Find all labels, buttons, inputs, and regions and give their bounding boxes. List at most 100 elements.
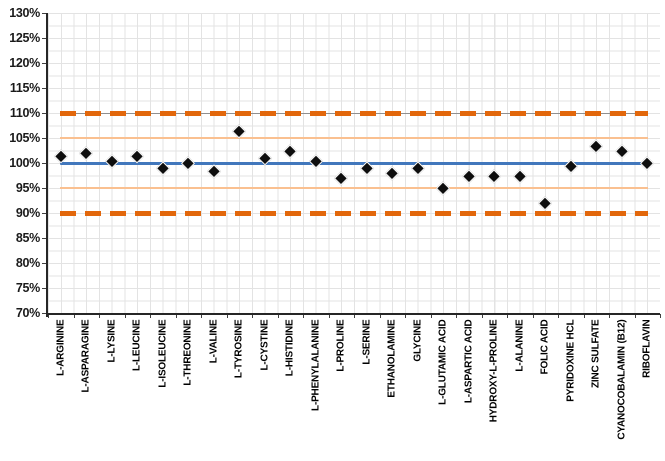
x-category-label: GLYCINE <box>412 319 424 362</box>
y-axis-tick <box>42 237 47 239</box>
lower-action-limit-line <box>60 210 648 216</box>
data-point-marker <box>54 148 68 163</box>
y-axis-tick <box>42 312 47 314</box>
data-point-marker <box>538 196 552 210</box>
x-category-label: L-PHENYLALANINE <box>310 319 322 411</box>
lower-warning-limit-line <box>60 187 648 189</box>
x-axis-tick <box>609 314 610 318</box>
data-point-marker <box>462 168 476 183</box>
x-category-label: L-PROLINE <box>335 319 347 372</box>
x-axis-tick <box>430 314 432 318</box>
y-tick-label: 85% <box>15 230 40 245</box>
x-category-label: L-TYROSINE <box>233 319 245 379</box>
data-point-marker <box>105 153 119 168</box>
data-point-marker <box>130 148 144 163</box>
data-point-marker <box>283 143 297 158</box>
x-category-label: L-CYSTINE <box>259 319 271 371</box>
data-point-marker <box>385 166 399 180</box>
data-point-marker <box>640 156 654 170</box>
data-point-marker <box>232 123 246 138</box>
x-category-label: L-LYSINE <box>106 319 118 363</box>
x-axis-tick <box>124 314 126 318</box>
y-tick-label: 125% <box>9 30 40 45</box>
data-point-marker <box>436 181 450 195</box>
x-category-label: L-HISTIDINE <box>284 319 296 377</box>
x-category-label: ETHANOLAMINE <box>386 319 398 398</box>
y-tick-label: 70% <box>15 305 40 320</box>
x-category-label: ZINC SULFATE <box>590 319 602 389</box>
x-category-label: RIBOFLAVIN <box>641 319 653 378</box>
y-axis-tick <box>42 187 47 189</box>
target-100pct-line <box>60 161 648 165</box>
x-category-label: L-VALINE <box>208 319 220 364</box>
data-point-marker <box>207 163 221 178</box>
data-point-marker <box>309 153 323 168</box>
x-axis-tick <box>328 314 330 318</box>
data-point-marker <box>589 138 603 153</box>
y-axis-tick <box>42 62 47 64</box>
x-axis-line <box>46 313 660 315</box>
y-axis-tick <box>42 162 47 164</box>
x-axis-tick <box>73 314 75 318</box>
x-axis-tick <box>405 314 406 318</box>
x-category-label: L-GLUTAMIC ACID <box>437 319 449 405</box>
x-axis-tick <box>583 314 585 318</box>
x-axis-tick <box>201 314 202 318</box>
x-axis-tick <box>252 314 253 318</box>
x-axis-tick <box>507 314 508 318</box>
y-tick-label: 90% <box>15 205 40 220</box>
x-category-label: L-SERINE <box>361 319 373 365</box>
upper-warning-limit-line <box>60 137 648 139</box>
x-axis-tick <box>481 314 483 318</box>
data-point-marker <box>564 158 578 173</box>
y-tick-label: 110% <box>9 105 40 120</box>
x-axis-tick <box>303 314 304 318</box>
y-axis-line <box>46 13 48 317</box>
data-point-marker <box>513 168 527 183</box>
x-axis-tick <box>634 314 636 318</box>
x-category-label: L-ASPARTIC ACID <box>463 319 475 404</box>
y-axis-tick <box>42 262 47 264</box>
y-tick-label: 115% <box>9 80 40 95</box>
x-category-label: L-THREONINE <box>182 319 194 386</box>
x-axis-tick <box>532 314 534 318</box>
x-category-label: L-ISOLEUCINE <box>157 319 169 388</box>
y-axis-tick <box>42 287 47 289</box>
y-tick-label: 120% <box>9 55 40 70</box>
x-category-label: L-ASPARAGINE <box>80 319 92 393</box>
upper-action-limit-line <box>60 110 648 116</box>
data-point-marker <box>79 146 93 160</box>
y-axis-tick <box>42 137 47 139</box>
y-axis-tick <box>42 212 47 214</box>
x-category-label: HYDROXY-L-PROLINE <box>488 319 500 423</box>
plot-area <box>48 13 660 313</box>
data-point-marker <box>487 168 501 183</box>
x-axis-tick <box>379 314 381 318</box>
y-tick-label: 130% <box>9 5 40 20</box>
y-axis-tick <box>42 87 47 89</box>
y-axis-tick <box>42 37 47 39</box>
x-axis-tick <box>456 314 457 318</box>
y-tick-label: 75% <box>15 280 40 295</box>
x-category-label: L-ARGININE <box>55 319 67 376</box>
data-point-marker <box>334 171 348 185</box>
x-category-label: PYRIDOXINE HCL <box>565 319 577 402</box>
x-category-label: L-ALANINE <box>514 319 526 372</box>
x-axis-tick <box>354 314 355 318</box>
y-tick-label: 105% <box>9 130 40 145</box>
data-point-marker <box>615 143 629 158</box>
y-tick-label: 95% <box>15 180 40 195</box>
x-axis-tick <box>150 314 151 318</box>
x-category-label: L-LEUCINE <box>131 319 143 372</box>
x-axis-tick <box>558 314 559 318</box>
y-tick-label: 80% <box>15 255 40 270</box>
x-axis-tick <box>48 314 49 318</box>
x-axis-tick <box>99 314 100 318</box>
x-axis-tick <box>175 314 177 318</box>
x-category-label: CYANOCOBALAMIN (B12) <box>616 319 628 440</box>
y-axis-tick <box>42 112 47 114</box>
x-axis-tick <box>226 314 228 318</box>
y-tick-label: 100% <box>9 155 40 170</box>
y-axis-tick <box>42 12 47 14</box>
